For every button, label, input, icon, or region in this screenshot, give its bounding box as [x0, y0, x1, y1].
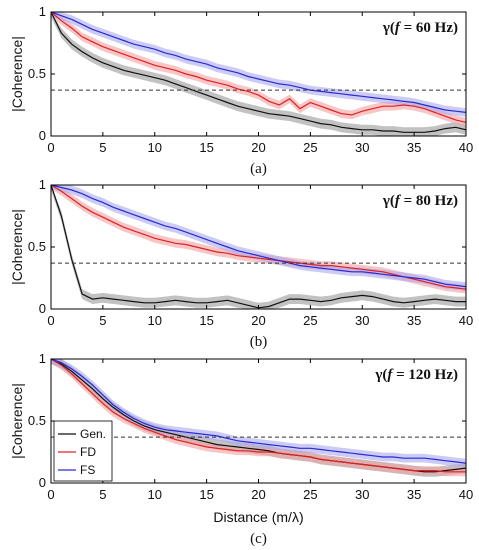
series-line-gen: [50, 11, 467, 133]
y-tick-label: 1: [39, 4, 46, 19]
panel-label: (a): [250, 161, 267, 177]
panel-title: γ(f = 60 Hz): [382, 20, 458, 36]
panel-title: γ(f = 80 Hz): [382, 193, 458, 209]
x-tick-label: 10: [148, 140, 162, 155]
x-tick-label: 0: [47, 313, 54, 328]
y-axis-label: |Coherence|: [9, 383, 25, 459]
x-tick-label: 0: [47, 487, 54, 502]
x-tick-label: 10: [148, 313, 162, 328]
x-tick-label: 30: [355, 140, 369, 155]
y-tick-label: 0.5: [28, 66, 46, 81]
x-tick-label: 5: [99, 487, 106, 502]
x-tick-label: 30: [355, 487, 369, 502]
y-axis-label: |Coherence|: [9, 36, 25, 112]
series-band-gen: [51, 185, 466, 309]
series-line-fd: [50, 184, 467, 290]
x-tick-label: 15: [199, 487, 213, 502]
series-line-fs: [50, 11, 467, 113]
x-tick-label: 35: [407, 140, 421, 155]
panel-label: (b): [250, 334, 268, 350]
x-tick-label: 0: [47, 140, 54, 155]
x-tick-label: 20: [251, 487, 265, 502]
x-axis-label: Distance (m/λ): [213, 509, 303, 525]
x-tick-label: 10: [148, 487, 162, 502]
panel-label: (c): [250, 531, 267, 547]
x-tick-label: 35: [407, 487, 421, 502]
legend-label: FS: [80, 463, 95, 477]
x-tick-label: 25: [303, 487, 317, 502]
legend-label: Gen.: [80, 427, 106, 441]
series-line-fd: [50, 11, 467, 123]
x-tick-label: 15: [199, 313, 213, 328]
series-band-fd: [51, 359, 466, 477]
series-band-fs: [51, 12, 466, 117]
y-tick-label: 0: [39, 475, 46, 490]
x-tick-label: 25: [303, 140, 317, 155]
series-band-fs: [51, 359, 466, 468]
y-axis-label: |Coherence|: [9, 209, 25, 285]
x-tick-label: 35: [407, 313, 421, 328]
x-tick-label: 40: [459, 313, 473, 328]
series-band-fs: [51, 185, 466, 291]
series-band-fd: [51, 185, 466, 294]
chart-panel-1: 0 5 10 15 20 25 30 35 40 0 0.5 1 |Coherence| γ(f = 60…: [9, 4, 473, 177]
y-tick-label: 0.5: [28, 239, 46, 254]
y-tick-label: 0: [39, 301, 46, 316]
x-tick-label: 20: [251, 140, 265, 155]
legend-box: [53, 420, 113, 482]
panel-title: γ(f = 120 Hz): [374, 367, 458, 383]
x-tick-label: 5: [99, 313, 106, 328]
chart-panel-2: 0 5 10 15 20 25 30 35 40 0 0.5 1 |Coherence| γ(f = 80…: [9, 177, 473, 350]
x-tick-label: 20: [251, 313, 265, 328]
series-line-fs: [50, 358, 467, 464]
y-tick-label: 0: [39, 128, 46, 143]
y-tick-label: 1: [39, 177, 46, 192]
y-tick-label: 0.5: [28, 413, 46, 428]
x-tick-label: 15: [199, 140, 213, 155]
legend-label: FD: [80, 445, 96, 459]
x-tick-label: 40: [459, 487, 473, 502]
x-tick-label: 25: [303, 313, 317, 328]
y-tick-label: 1: [39, 351, 46, 366]
series-line-fd: [50, 358, 466, 473]
x-tick-label: 40: [459, 140, 473, 155]
series-line-fs: [50, 184, 467, 288]
x-tick-label: 5: [99, 140, 106, 155]
x-tick-label: 30: [355, 313, 369, 328]
chart-panel-3: 0 5 10 15 20 25 30 35 40 0 0.5 1 |Coherence| γ(f = 12…: [9, 351, 473, 547]
